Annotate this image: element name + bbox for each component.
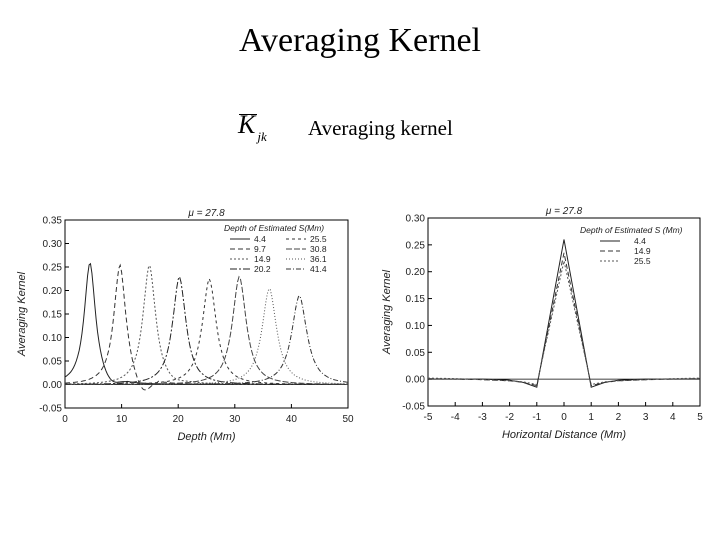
x-tick-label: -3 <box>478 412 487 423</box>
x-tick-label: -4 <box>451 412 460 423</box>
legend-label: 4.4 <box>254 234 266 244</box>
x-axis-label: Horizontal Distance (Mm) <box>502 429 626 441</box>
x-tick-label: 3 <box>643 412 649 423</box>
y-tick-label: 0.05 <box>43 357 63 368</box>
chart-title: μ = 27.8 <box>545 206 583 217</box>
legend-label: 4.4 <box>634 236 646 246</box>
x-tick-label: 5 <box>697 412 703 423</box>
y-axis-label: Averaging Kernel <box>16 271 28 357</box>
y-tick-label: 0.35 <box>43 216 63 227</box>
legend-label: 36.1 <box>310 254 327 264</box>
x-tick-label: -1 <box>532 412 541 423</box>
slide-title: Averaging Kernel <box>239 22 481 59</box>
legend-label: 14.9 <box>634 246 651 256</box>
y-tick-label: 0.20 <box>43 286 63 297</box>
y-tick-label: -0.05 <box>39 404 62 415</box>
chart-title: μ = 27.8 <box>187 208 225 219</box>
legend-label: 20.2 <box>254 264 271 274</box>
y-tick-label: 0.10 <box>43 333 63 344</box>
y-tick-label: 0.05 <box>406 348 426 359</box>
y-tick-label: 0.10 <box>406 321 426 332</box>
plot-frame <box>427 217 701 407</box>
series-line <box>65 288 348 385</box>
x-tick-label: 20 <box>173 414 185 425</box>
legend-title: Depth of Estimated S(Mm) <box>224 223 324 233</box>
x-tick-label: -5 <box>424 412 433 423</box>
series-line <box>65 277 348 385</box>
x-tick-label: 30 <box>229 414 241 425</box>
series-line <box>428 239 700 388</box>
y-tick-label: 0.15 <box>406 294 426 305</box>
legend-label: 25.5 <box>310 234 327 244</box>
y-tick-label: 0.30 <box>406 214 426 225</box>
legend-label: 25.5 <box>634 256 651 266</box>
legend-label: 14.9 <box>254 254 271 264</box>
overline-mark <box>239 114 257 115</box>
x-tick-label: 4 <box>670 412 676 423</box>
y-tick-label: 0.25 <box>43 263 63 274</box>
x-tick-label: 40 <box>286 414 298 425</box>
kernel-symbol-subscript: jk <box>257 129 267 144</box>
y-tick-label: 0.15 <box>43 310 63 321</box>
y-tick-label: 0.00 <box>406 375 426 386</box>
kernel-description: Averaging kernel <box>308 116 453 140</box>
legend-label: 9.7 <box>254 244 266 254</box>
series-line <box>65 295 349 385</box>
legend-label: 41.4 <box>310 264 327 274</box>
x-tick-label: 10 <box>116 414 128 425</box>
x-axis-label: Depth (Mm) <box>177 431 235 443</box>
x-tick-label: 2 <box>616 412 622 423</box>
y-axis-label: Averaging Kernel <box>381 269 393 355</box>
y-tick-label: 0.25 <box>406 240 426 251</box>
x-tick-label: -2 <box>505 412 514 423</box>
y-tick-label: 0.00 <box>43 380 63 391</box>
y-tick-label: 0.30 <box>43 239 63 250</box>
legend-title: Depth of Estimated S (Mm) <box>580 225 683 235</box>
series-line <box>427 260 701 386</box>
series-line <box>427 252 701 387</box>
series-line <box>65 275 348 385</box>
kernel-symbol-letter: K <box>238 110 256 139</box>
x-tick-label: 0 <box>62 414 68 425</box>
x-tick-label: 50 <box>342 414 354 425</box>
x-tick-label: 1 <box>588 412 594 423</box>
legend-label: 30.8 <box>310 244 327 254</box>
y-tick-label: 0.20 <box>406 267 426 278</box>
x-tick-label: 0 <box>561 412 567 423</box>
y-tick-label: -0.05 <box>402 402 425 413</box>
